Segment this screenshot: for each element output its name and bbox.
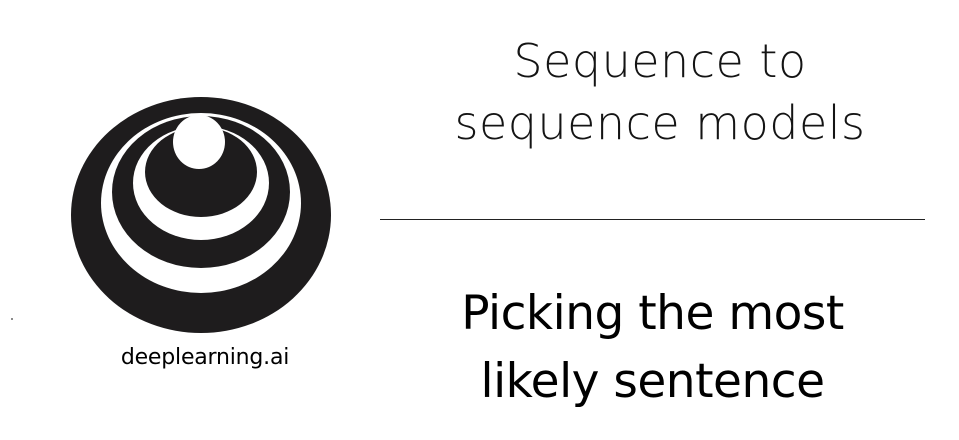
concentric-rings-logo-icon (71, 97, 331, 333)
slide-title-line-2: sequence models (454, 96, 866, 150)
slide-subtitle-line-2: likely sentence (480, 354, 825, 409)
slide-subtitle: Picking the most likely sentence (380, 280, 925, 416)
slide-subtitle-line-1: Picking the most (461, 286, 844, 341)
brand-name: deeplearning.ai (120, 345, 290, 370)
slide-title: Sequence to sequence models (380, 30, 940, 154)
scan-speck (11, 318, 13, 320)
title-divider (380, 219, 925, 220)
slide-title-line-1: Sequence to (513, 34, 807, 88)
